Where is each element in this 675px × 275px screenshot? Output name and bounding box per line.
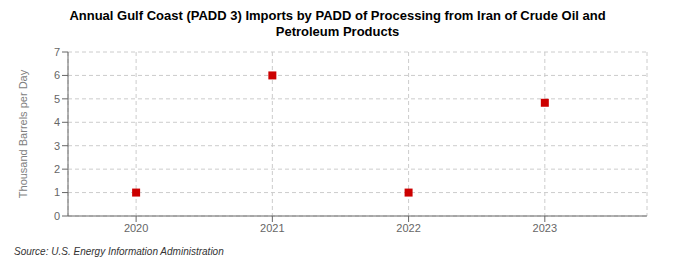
svg-text:4: 4	[54, 116, 60, 128]
svg-text:2021: 2021	[260, 222, 284, 234]
svg-text:2023: 2023	[533, 222, 557, 234]
svg-text:2020: 2020	[124, 222, 148, 234]
svg-text:6: 6	[54, 69, 60, 81]
html-text:Source: U.S. Energy Informatio: Source: U.S. Energy Information Administ…	[14, 246, 224, 257]
svg-text:3: 3	[54, 140, 60, 152]
svg-text:1: 1	[54, 186, 60, 198]
svg-text:0: 0	[54, 210, 60, 222]
svg-text:2: 2	[54, 163, 60, 175]
svg-text:2022: 2022	[396, 222, 420, 234]
html-text:Annual Gulf Coast (PADD 3) Imp: Annual Gulf Coast (PADD 3) Imports by PA…	[69, 8, 606, 23]
html-text:Petroleum Products: Petroleum Products	[275, 24, 400, 39]
svg-text:Thousand Barrels per Day: Thousand Barrels per Day	[17, 69, 29, 198]
svg-text:5: 5	[54, 93, 60, 105]
svg-text:7: 7	[54, 46, 60, 58]
